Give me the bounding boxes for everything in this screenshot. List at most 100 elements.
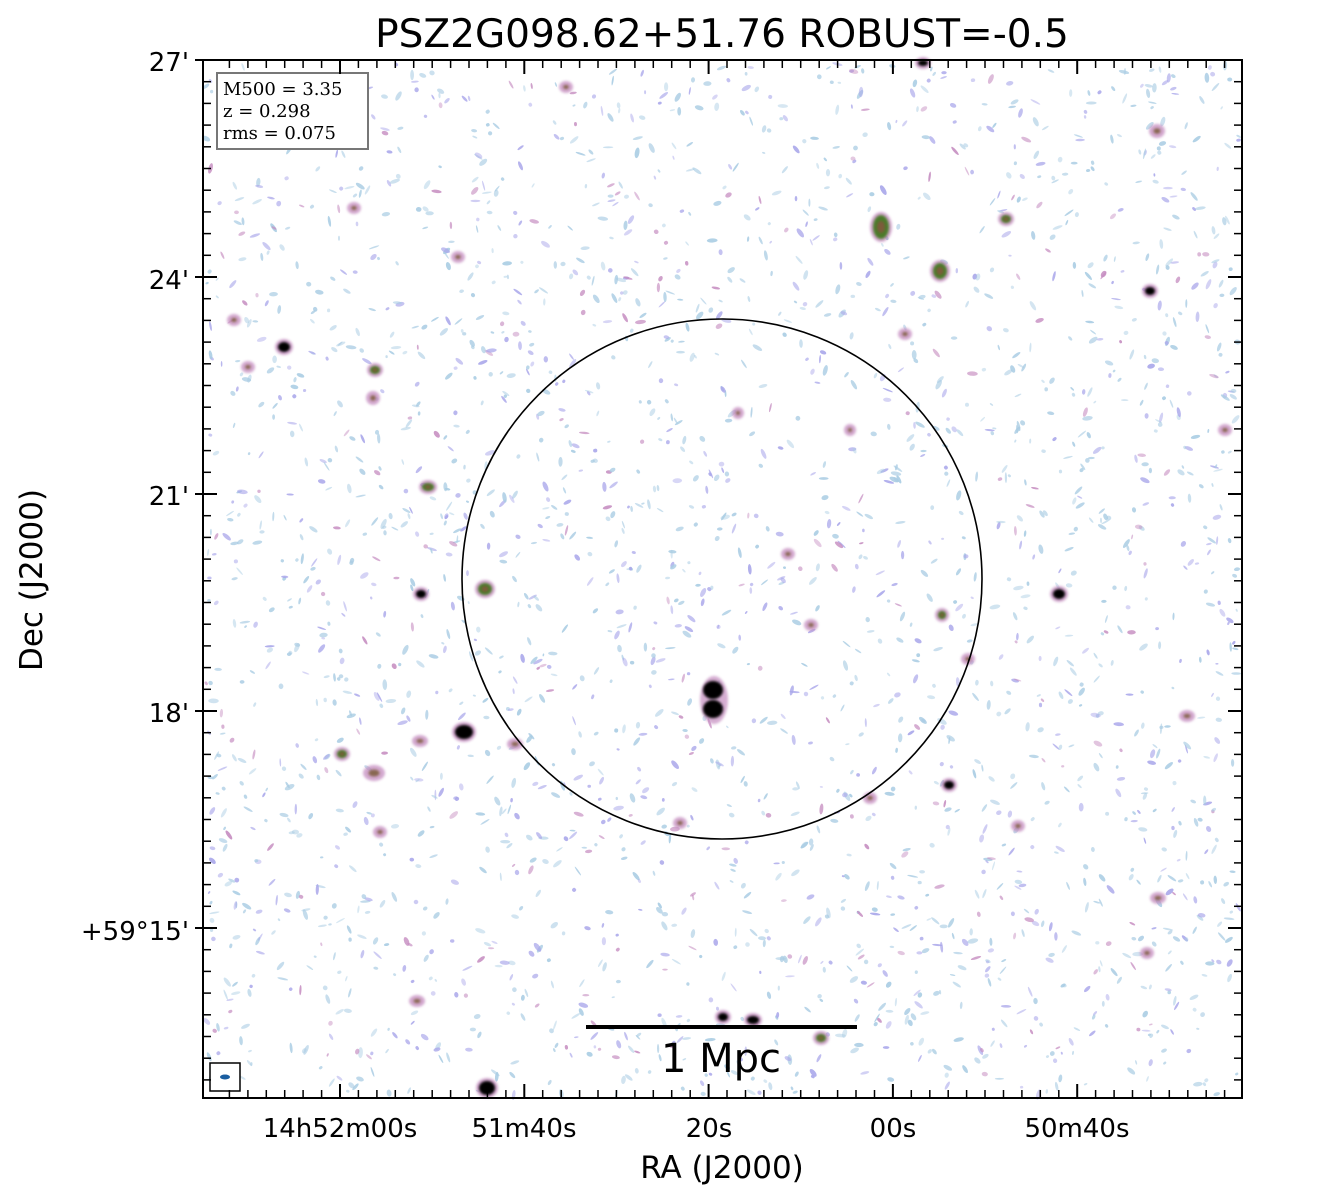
noise-speck bbox=[1008, 847, 1015, 856]
noise-speck bbox=[574, 554, 581, 561]
noise-speck bbox=[411, 325, 420, 329]
noise-speck bbox=[235, 901, 238, 909]
noise-speck bbox=[242, 902, 252, 910]
noise-speck bbox=[808, 838, 814, 846]
noise-speck bbox=[996, 711, 1002, 717]
noise-speck bbox=[948, 736, 951, 745]
noise-speck bbox=[589, 761, 595, 767]
radio-source bbox=[867, 795, 873, 801]
noise-speck bbox=[985, 959, 991, 963]
noise-speck bbox=[635, 319, 646, 325]
noise-speck bbox=[944, 807, 952, 812]
noise-speck bbox=[632, 871, 640, 881]
noise-speck bbox=[1023, 1044, 1028, 1048]
noise-speck bbox=[381, 130, 389, 136]
noise-speck bbox=[862, 528, 865, 533]
noise-speck bbox=[663, 240, 669, 245]
noise-speck bbox=[299, 985, 302, 996]
noise-speck bbox=[575, 151, 586, 156]
noise-speck bbox=[714, 535, 720, 542]
noise-speck bbox=[278, 683, 284, 690]
noise-speck bbox=[1052, 225, 1063, 230]
noise-speck bbox=[1016, 1008, 1027, 1015]
noise-speck bbox=[667, 1044, 675, 1048]
noise-speck bbox=[863, 959, 869, 965]
noise-speck bbox=[768, 94, 773, 99]
noise-speck bbox=[500, 177, 505, 181]
noise-speck bbox=[212, 1028, 217, 1033]
noise-speck bbox=[511, 777, 517, 788]
noise-speck bbox=[1018, 883, 1027, 888]
noise-speck bbox=[1227, 973, 1233, 983]
noise-speck bbox=[556, 523, 564, 527]
noise-speck bbox=[932, 425, 940, 431]
noise-speck bbox=[232, 981, 238, 987]
noise-speck bbox=[218, 838, 228, 844]
noise-speck bbox=[250, 826, 256, 831]
noise-speck bbox=[726, 804, 732, 808]
noise-speck bbox=[789, 685, 794, 696]
noise-speck bbox=[430, 316, 439, 322]
noise-speck bbox=[1087, 90, 1091, 96]
noise-speck bbox=[909, 925, 917, 932]
noise-speck bbox=[981, 804, 988, 812]
noise-speck bbox=[545, 689, 555, 692]
noise-speck bbox=[729, 880, 734, 883]
noise-speck bbox=[639, 439, 645, 444]
noise-speck bbox=[782, 115, 788, 122]
noise-speck bbox=[1148, 1059, 1153, 1067]
noise-speck bbox=[588, 149, 594, 155]
noise-speck bbox=[1190, 799, 1197, 804]
noise-speck bbox=[985, 966, 991, 973]
noise-speck bbox=[320, 942, 323, 947]
noise-speck bbox=[688, 211, 692, 216]
noise-speck bbox=[682, 568, 686, 573]
noise-speck bbox=[485, 846, 490, 853]
noise-speck bbox=[910, 1013, 917, 1021]
noise-speck bbox=[209, 528, 212, 536]
noise-speck bbox=[1164, 341, 1169, 345]
noise-speck bbox=[726, 725, 729, 729]
noise-speck bbox=[850, 156, 856, 161]
noise-speck bbox=[992, 122, 997, 129]
noise-speck bbox=[940, 941, 944, 953]
noise-speck bbox=[597, 768, 604, 776]
noise-speck bbox=[1202, 1082, 1207, 1087]
noise-speck bbox=[550, 921, 559, 929]
noise-speck bbox=[323, 697, 327, 703]
noise-speck bbox=[223, 1026, 229, 1030]
noise-speck bbox=[509, 1071, 516, 1079]
noise-speck bbox=[630, 268, 639, 277]
noise-speck bbox=[836, 788, 840, 793]
noise-speck bbox=[1110, 968, 1118, 977]
noise-speck bbox=[656, 907, 663, 914]
noise-speck bbox=[736, 749, 746, 756]
noise-speck bbox=[703, 81, 712, 86]
noise-speck bbox=[247, 374, 252, 383]
noise-speck bbox=[379, 899, 386, 908]
noise-speck bbox=[689, 460, 694, 465]
noise-speck bbox=[815, 300, 824, 308]
noise-speck bbox=[996, 520, 1006, 524]
noise-speck bbox=[255, 909, 263, 914]
noise-speck bbox=[896, 475, 902, 484]
noise-speck bbox=[653, 175, 657, 180]
noise-speck bbox=[932, 683, 936, 688]
noise-speck bbox=[774, 1039, 779, 1046]
noise-speck bbox=[378, 484, 384, 490]
noise-speck bbox=[686, 1018, 691, 1023]
noise-speck bbox=[344, 677, 349, 682]
noise-speck bbox=[850, 294, 856, 299]
noise-speck bbox=[455, 493, 461, 498]
noise-speck bbox=[725, 192, 732, 198]
noise-speck bbox=[309, 526, 318, 533]
noise-speck bbox=[366, 811, 373, 815]
noise-speck bbox=[874, 1013, 880, 1023]
noise-speck bbox=[229, 280, 237, 289]
noise-speck bbox=[1042, 510, 1048, 517]
noise-speck bbox=[423, 114, 428, 118]
noise-speck bbox=[578, 1008, 584, 1016]
noise-speck bbox=[1155, 419, 1163, 424]
y-tick-label: 18' bbox=[149, 699, 189, 729]
noise-speck bbox=[670, 413, 674, 422]
